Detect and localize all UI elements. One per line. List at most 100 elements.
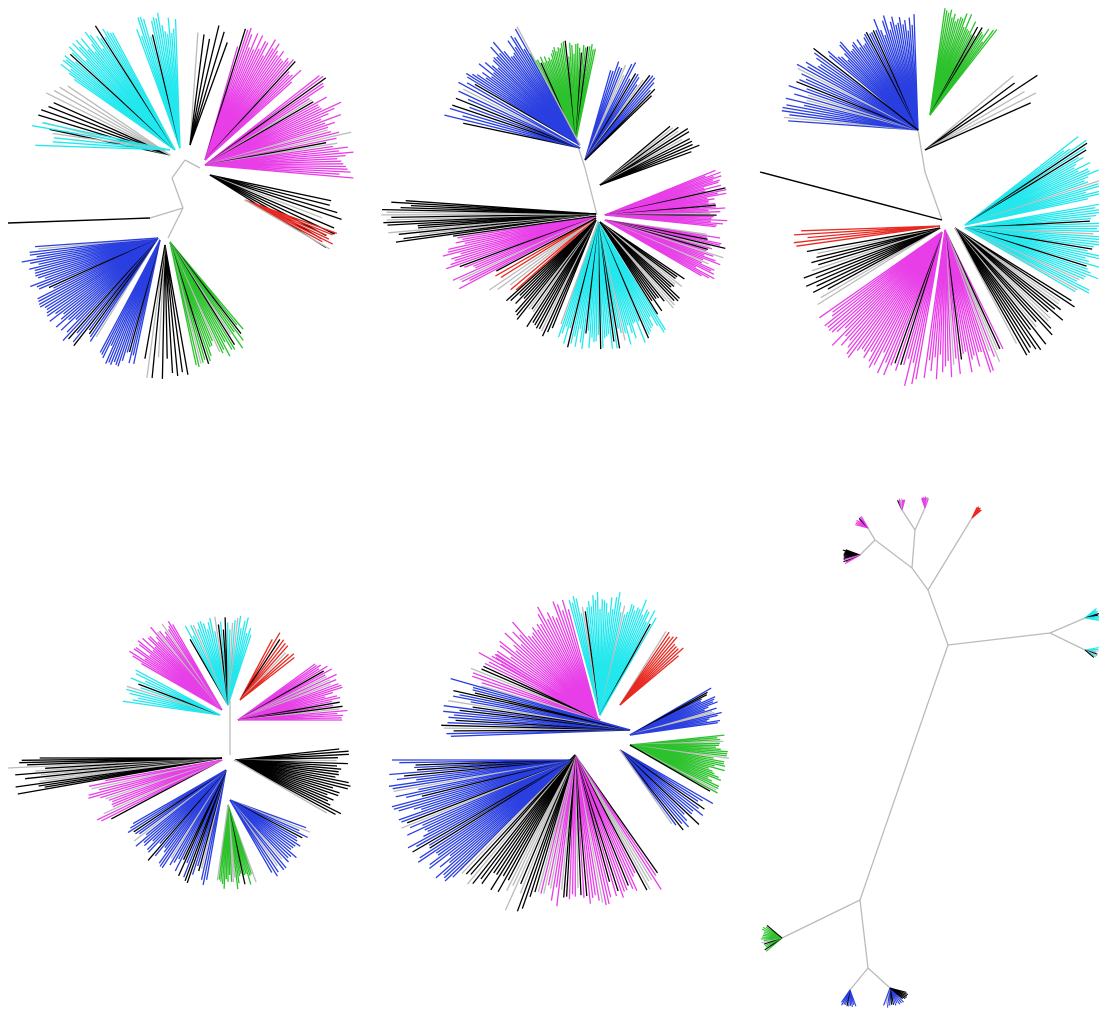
leaf-branch <box>567 609 599 721</box>
leaf-branch <box>954 227 1018 344</box>
leaf-branch <box>971 509 982 519</box>
leaf-branch <box>164 244 168 359</box>
leaf-branch <box>41 122 171 151</box>
leaf-branch <box>619 655 680 706</box>
leaf-branch <box>209 174 332 202</box>
leaf-branch <box>164 244 184 373</box>
leaf-branch <box>813 47 919 131</box>
leaf-branch <box>405 200 597 215</box>
internal-branch <box>859 539 876 556</box>
leaf-branch <box>901 499 906 511</box>
leaf-branch <box>449 107 581 149</box>
leaf-branch <box>209 174 342 221</box>
internal-branch <box>859 644 949 901</box>
leaf-branch <box>204 164 354 179</box>
leaf-branch <box>52 132 171 151</box>
leaf-branch <box>189 42 228 146</box>
leaf-branch <box>817 227 941 306</box>
leaf-branch <box>67 85 171 156</box>
leaf-branch <box>924 74 1038 151</box>
leaf-branch <box>135 669 221 716</box>
internal-branch <box>167 207 184 239</box>
leaf-branch <box>599 221 659 315</box>
leaf-branch <box>924 75 1014 151</box>
leaf-branch <box>584 95 653 161</box>
internal-branch <box>171 159 186 179</box>
leaf-branch <box>913 14 919 131</box>
internal-branch <box>781 899 861 939</box>
internal-branch <box>149 207 184 219</box>
leaf-branch <box>1084 649 1095 658</box>
internal-branch <box>914 507 926 531</box>
leaf-branch <box>164 244 179 376</box>
leaf-branch <box>209 174 327 237</box>
leaf-branch <box>450 677 631 731</box>
tree-panel-5 <box>388 591 730 912</box>
internal-branch <box>184 159 201 169</box>
leaf-branch <box>964 198 1089 226</box>
leaf-branch <box>805 227 941 287</box>
leaf-branch <box>766 924 783 939</box>
leaf-branch <box>516 26 581 146</box>
leaf-branch <box>7 217 151 224</box>
leaf-branch <box>189 32 199 146</box>
leaf-branch <box>35 237 159 248</box>
leaf-branch <box>604 219 702 277</box>
leaf-branch <box>505 219 597 302</box>
leaf-branch <box>209 174 335 229</box>
internal-branch <box>947 632 1051 646</box>
internal-branch <box>911 529 916 569</box>
leaf-branch <box>1084 617 1099 622</box>
internal-branch <box>867 527 876 541</box>
leaf-branch <box>146 244 166 378</box>
leaf-branch <box>924 498 929 509</box>
internal-branch <box>924 171 943 221</box>
leaf-branch <box>35 144 171 151</box>
leaf-branch <box>244 199 331 250</box>
leaf-branch <box>144 244 166 359</box>
leaf-branch <box>599 151 692 186</box>
leaf-branch <box>229 799 273 873</box>
leaf-branch <box>132 769 227 825</box>
leaf-branch <box>500 217 597 278</box>
leaf-branch <box>860 516 869 529</box>
leaf-branch <box>444 114 581 149</box>
leaf-branch <box>46 92 171 156</box>
leaf-branch <box>174 18 181 149</box>
leaf-branch <box>452 215 597 237</box>
leaf-branch <box>53 89 171 156</box>
leaf-branch <box>209 174 335 235</box>
internal-branch <box>911 567 929 591</box>
leaf-branch <box>488 217 597 291</box>
leaf-branch <box>169 241 197 366</box>
leaf-branch <box>759 171 943 221</box>
leaf-branch <box>840 989 851 1003</box>
internal-branch <box>859 899 869 969</box>
leaf-branch <box>172 624 223 711</box>
leaf-branch <box>466 82 581 149</box>
internal-branch <box>584 167 598 216</box>
leaf-branch <box>52 141 171 151</box>
internal-branch <box>901 509 916 531</box>
leaf-branch <box>99 239 161 353</box>
internal-branch <box>867 967 891 989</box>
leaf-branch <box>189 31 225 146</box>
leaf-branch <box>151 244 166 378</box>
tree-panel-4 <box>7 615 351 890</box>
leaf-branch <box>619 749 673 825</box>
leaf-branch <box>497 217 597 291</box>
leaf-branch <box>495 217 597 277</box>
tree-panel-1 <box>7 12 354 379</box>
tree-panel-6 <box>760 496 1099 1008</box>
leaf-branch <box>32 125 171 151</box>
leaf-branch <box>599 617 657 716</box>
internal-branch <box>927 517 973 591</box>
leaf-branch <box>59 86 171 156</box>
leaf-branch <box>816 227 941 287</box>
leaf-branch <box>209 174 323 219</box>
leaf-branch <box>845 549 861 556</box>
leaf-branch <box>164 244 189 375</box>
leaf-branch <box>209 174 330 206</box>
leaf-branch <box>494 653 601 721</box>
leaf-branch <box>49 128 171 156</box>
